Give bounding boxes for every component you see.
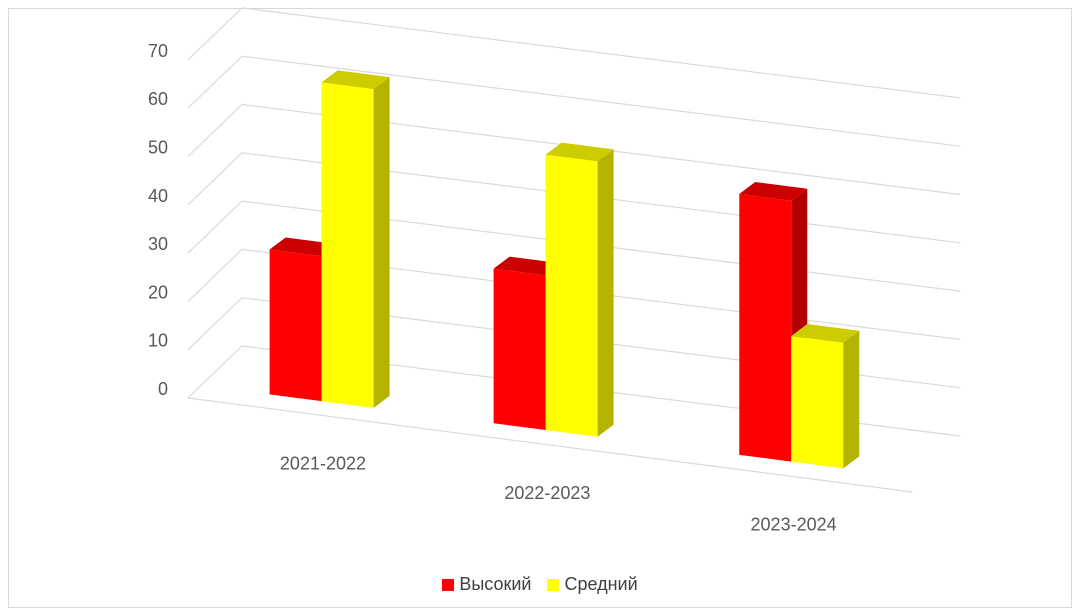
bar-top-face (269, 237, 338, 257)
bar-front-face (269, 249, 322, 402)
bar-side-face (373, 77, 390, 408)
y-tick-label: 10 (148, 331, 168, 351)
gridline (187, 103, 961, 196)
gridline (187, 55, 961, 147)
bar-top-face (739, 182, 808, 201)
y-axis-ticks: 0 10 20 30 40 50 60 70 (148, 41, 168, 399)
legend-swatch-series-1 (442, 578, 455, 591)
y-tick-label: 40 (148, 186, 168, 206)
y-tick-label: 70 (148, 41, 168, 61)
legend-label-series-2: Средний (564, 574, 638, 594)
gridlines (187, 7, 961, 493)
gridline (187, 152, 961, 244)
bar-Средний-2021-2022 (321, 70, 390, 408)
gridline (187, 7, 961, 99)
bar-side-face (597, 149, 614, 437)
legend: Высокий Средний (0, 574, 1080, 595)
bar-front-face (545, 154, 598, 437)
bar-side-face (843, 330, 860, 469)
bar-Средний-2022-2023 (545, 142, 614, 437)
bar-front-face (791, 336, 844, 469)
y-tick-label: 50 (148, 138, 168, 158)
legend-item-series-1: Высокий (442, 574, 531, 595)
x-category-label: 2021-2022 (280, 454, 366, 474)
gridline (187, 345, 961, 437)
legend-swatch-series-2 (547, 578, 560, 591)
x-category-label: 2022-2023 (504, 483, 590, 503)
bar-front-face (321, 82, 374, 408)
bar-front-face (739, 194, 792, 462)
legend-label-series-1: Высокий (459, 574, 532, 594)
gridline (187, 248, 961, 340)
bar-top-face (791, 324, 860, 343)
bars (269, 70, 860, 469)
y-tick-label: 60 (148, 89, 168, 109)
gridline (187, 297, 961, 389)
bar-top-face (321, 70, 390, 90)
y-tick-label: 0 (158, 379, 168, 399)
bar-front-face (493, 268, 546, 430)
x-axis-labels: 2021-2022 2022-2023 2023-2024 (280, 454, 837, 535)
floor-edge (187, 397, 913, 493)
legend-item-series-2: Средний (547, 574, 638, 595)
y-tick-label: 30 (148, 234, 168, 254)
x-category-label: 2023-2024 (751, 515, 837, 535)
gridline (187, 200, 961, 292)
bar-Средний-2023-2024 (791, 324, 860, 469)
y-tick-label: 20 (148, 282, 168, 302)
bar-top-face (545, 142, 614, 162)
bar-top-face (493, 256, 562, 276)
